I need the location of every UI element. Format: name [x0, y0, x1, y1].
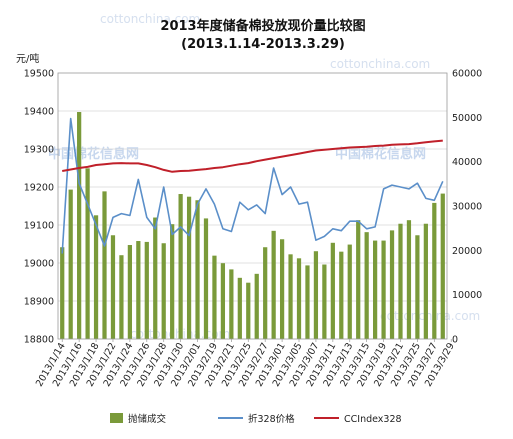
- bar: [347, 244, 352, 339]
- bar-series: [60, 112, 445, 339]
- bar: [195, 200, 200, 339]
- left-tick-label: 19100: [24, 221, 54, 232]
- bar: [229, 269, 234, 339]
- legend-label-price: 折328价格: [248, 413, 295, 425]
- price-328-line: [61, 117, 444, 254]
- legend-swatch-bars: [110, 413, 123, 423]
- left-tick-label: 19400: [24, 107, 54, 118]
- bar: [415, 235, 420, 339]
- ccindex-328-line: [62, 139, 443, 173]
- bar: [102, 191, 107, 339]
- right-tick-label: 0: [452, 335, 458, 346]
- bar: [186, 196, 192, 339]
- left-tick-label: 18900: [24, 297, 54, 308]
- watermark-en-2: cottonchina.com: [330, 57, 430, 71]
- left-axis-ticks: 18800 18900 19000 19100 19200 19300 19400 19500: [24, 69, 54, 346]
- legend: 抛储成交 折328价格 CCIndex328: [110, 413, 402, 425]
- bar: [313, 251, 319, 339]
- left-tick-label: 19200: [24, 183, 54, 194]
- chart-title: 2013年度储备棉投放现价量比较图: [160, 18, 365, 34]
- bar: [440, 193, 445, 339]
- watermark-cn-1: 中国棉花信息网: [48, 146, 139, 162]
- bar: [322, 264, 327, 339]
- left-axis-unit: 元/吨: [16, 52, 39, 65]
- bar: [203, 218, 209, 339]
- bar: [356, 220, 361, 339]
- bar: [93, 215, 99, 339]
- bar: [339, 251, 344, 339]
- bar: [153, 217, 158, 339]
- right-tick-label: 60000: [452, 69, 482, 80]
- bar: [136, 241, 141, 339]
- right-tick-label: 10000: [452, 290, 482, 301]
- bar: [237, 277, 242, 339]
- legend-label-ccindex: CCIndex328: [344, 414, 402, 425]
- bar: [288, 254, 293, 339]
- left-tick-label: 19500: [24, 69, 54, 80]
- bar: [330, 242, 335, 339]
- bar: [178, 194, 183, 339]
- bar: [220, 263, 226, 339]
- bar: [279, 239, 285, 339]
- legend-item-ccindex: CCIndex328: [314, 414, 402, 425]
- bar: [373, 240, 378, 339]
- bar: [432, 202, 437, 339]
- bar: [110, 235, 116, 339]
- right-tick-label: 30000: [452, 202, 482, 213]
- bar: [381, 240, 386, 339]
- watermark-cn-2: 中国棉花信息网: [335, 146, 426, 162]
- bar: [170, 224, 175, 339]
- bar: [271, 230, 276, 339]
- left-tick-label: 19000: [24, 259, 54, 270]
- right-tick-label: 20000: [452, 246, 482, 257]
- bar: [161, 243, 166, 339]
- plot-frame: [57, 72, 448, 340]
- bar: [406, 220, 412, 339]
- bar: [246, 282, 251, 339]
- watermark-en-4: cottonchina.com: [380, 309, 480, 323]
- legend-item-bars: 抛储成交: [110, 413, 167, 425]
- legend-item-price: 折328价格: [218, 413, 295, 425]
- line-series: [61, 117, 444, 254]
- bar: [423, 223, 428, 339]
- right-tick-label: 50000: [452, 113, 482, 124]
- bar: [77, 112, 82, 339]
- bar: [389, 230, 395, 339]
- bar: [296, 258, 302, 339]
- bar: [60, 247, 65, 339]
- bar: [398, 223, 403, 339]
- bar: [254, 273, 259, 339]
- chart-subtitle: (2013.1.14-2013.3.29): [181, 37, 345, 52]
- bar: [263, 247, 268, 339]
- bar: [85, 168, 90, 339]
- watermark-en-1: cottonchina.com: [100, 12, 200, 26]
- bar: [305, 265, 310, 339]
- left-tick-label: 18800: [24, 335, 54, 346]
- bar: [127, 245, 132, 339]
- bar: [68, 189, 73, 339]
- bar: [364, 232, 369, 339]
- right-tick-label: 40000: [452, 157, 482, 168]
- right-axis-ticks: 0 10000 20000 30000 40000 50000 60000: [452, 69, 482, 346]
- bar: [144, 241, 149, 339]
- bar: [119, 255, 124, 339]
- left-tick-label: 19300: [24, 145, 54, 156]
- legend-label-bars: 抛储成交: [128, 413, 167, 425]
- bar: [212, 255, 217, 339]
